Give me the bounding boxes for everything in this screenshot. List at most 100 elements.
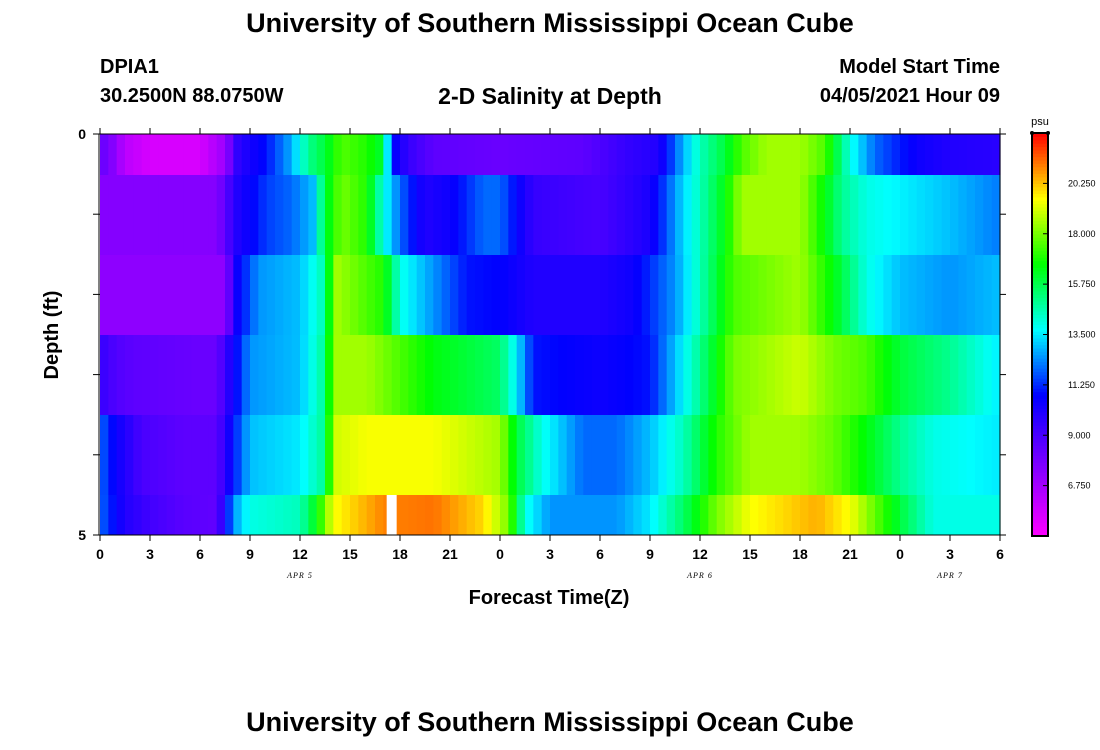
heatmap-cell	[883, 415, 893, 495]
heatmap-cell	[450, 495, 459, 535]
heatmap-cell	[541, 415, 551, 495]
heatmap-cell	[200, 175, 209, 255]
heatmap-cell	[208, 415, 218, 495]
heatmap-cell	[633, 335, 643, 415]
colorbar-swatch	[1032, 391, 1048, 396]
heatmap-cell	[250, 415, 259, 495]
heatmap-cell	[108, 175, 118, 255]
heatmap-cell	[500, 495, 509, 535]
heatmap-cell	[908, 175, 918, 255]
colorbar-unit: psu	[1031, 116, 1049, 128]
heatmap-cell	[875, 255, 884, 335]
heatmap-cell	[700, 495, 709, 535]
heatmap-cell	[483, 255, 493, 335]
heatmap-cell	[725, 335, 734, 415]
heatmap-cell	[608, 175, 618, 255]
heatmap-cell	[766, 495, 776, 535]
heatmap-cell	[583, 175, 593, 255]
x-axis: 0 3 6 9 12 15 18 21 0 3 6 9 12 15 18 21 0 3 6 APR 5 APR 6 APR…	[96, 128, 1004, 580]
missing-data-cell	[386, 495, 397, 535]
heatmap-cell	[558, 415, 568, 495]
heatmap-cell	[783, 495, 793, 535]
heatmap-cell	[516, 134, 526, 175]
heatmap-cell	[158, 255, 168, 335]
heatmap-cell	[975, 335, 984, 415]
heatmap-cell	[966, 495, 976, 535]
heatmap-cell	[233, 134, 243, 175]
heatmap-cell	[633, 255, 643, 335]
colorbar-swatch	[1032, 250, 1048, 255]
heatmap-cell	[891, 415, 901, 495]
colorbar-swatch	[1032, 532, 1048, 537]
heatmap-cell	[908, 335, 918, 415]
heatmap-cell	[208, 134, 218, 175]
heatmap-cell	[783, 335, 793, 415]
heatmap-cell	[400, 134, 409, 175]
colorbar-swatch	[1032, 230, 1048, 235]
heatmap-cell	[866, 495, 876, 535]
heatmap-cell	[333, 255, 343, 335]
x-tick-label: 18	[792, 546, 808, 562]
heatmap-cell	[325, 255, 334, 335]
heatmap-cell	[883, 134, 893, 175]
heatmap-cell	[300, 495, 309, 535]
heatmap-cell	[866, 335, 876, 415]
heatmap-cell	[375, 255, 384, 335]
heatmap-cell	[291, 175, 301, 255]
heatmap-cell	[725, 175, 734, 255]
heatmap-cell	[233, 175, 243, 255]
heatmap-cell	[166, 134, 176, 175]
heatmap-cell	[975, 175, 984, 255]
heatmap-cell	[966, 175, 976, 255]
heatmap-cell	[233, 255, 243, 335]
page-title: University of Southern Mississippi Ocean…	[246, 8, 854, 38]
heatmap-cell	[975, 495, 984, 535]
heatmap-cell	[533, 335, 543, 415]
heatmap-cell	[150, 255, 159, 335]
heatmap-cell	[708, 175, 718, 255]
heatmap-cell	[416, 134, 426, 175]
heatmap-cell	[191, 335, 201, 415]
x-tick-label: 9	[646, 546, 654, 562]
heatmap-cell	[500, 134, 509, 175]
heatmap-cell	[708, 415, 718, 495]
heatmap-cell	[941, 255, 951, 335]
heatmap-cell	[866, 175, 876, 255]
colorbar-swatch	[1032, 186, 1048, 191]
colorbar: psu 6.750 9.000 11.250 13.500 15.750 18.000 20.…	[1030, 116, 1096, 537]
colorbar-swatch	[1032, 136, 1048, 141]
heatmap-cell	[650, 415, 659, 495]
heatmap-cell	[791, 415, 801, 495]
heatmap-cell	[266, 175, 276, 255]
heatmap-cell	[275, 134, 284, 175]
colorbar-swatch	[1032, 347, 1048, 352]
heatmap-cell	[783, 175, 793, 255]
heatmap-cell	[525, 335, 534, 415]
heatmap-cell	[816, 335, 826, 415]
heatmap-cell	[191, 134, 201, 175]
heatmap-cell	[775, 175, 784, 255]
heatmap-cell	[975, 415, 984, 495]
heatmap-cell	[283, 495, 293, 535]
heatmap-cell	[950, 134, 959, 175]
heatmap-cell	[400, 175, 409, 255]
colorbar-swatch	[1032, 488, 1048, 493]
colorbar-swatch	[1032, 247, 1048, 252]
colorbar-swatch	[1032, 210, 1048, 215]
heatmap-cell	[950, 175, 959, 255]
heatmap-cell	[641, 134, 651, 175]
heatmap-cell	[958, 134, 968, 175]
heatmap-cell	[300, 255, 309, 335]
heatmap-cell	[616, 175, 626, 255]
heatmap-cell	[466, 175, 476, 255]
heatmap-cell	[225, 335, 234, 415]
heatmap-cell	[450, 335, 459, 415]
heatmap-cell	[383, 335, 393, 415]
heatmap-cell	[316, 415, 326, 495]
heatmap-cell	[950, 495, 959, 535]
x-tick-label: 6	[996, 546, 1004, 562]
heatmap-cell	[900, 495, 909, 535]
colorbar-swatch	[1032, 307, 1048, 312]
colorbar-swatch	[1032, 381, 1048, 386]
heatmap-cell	[891, 134, 901, 175]
